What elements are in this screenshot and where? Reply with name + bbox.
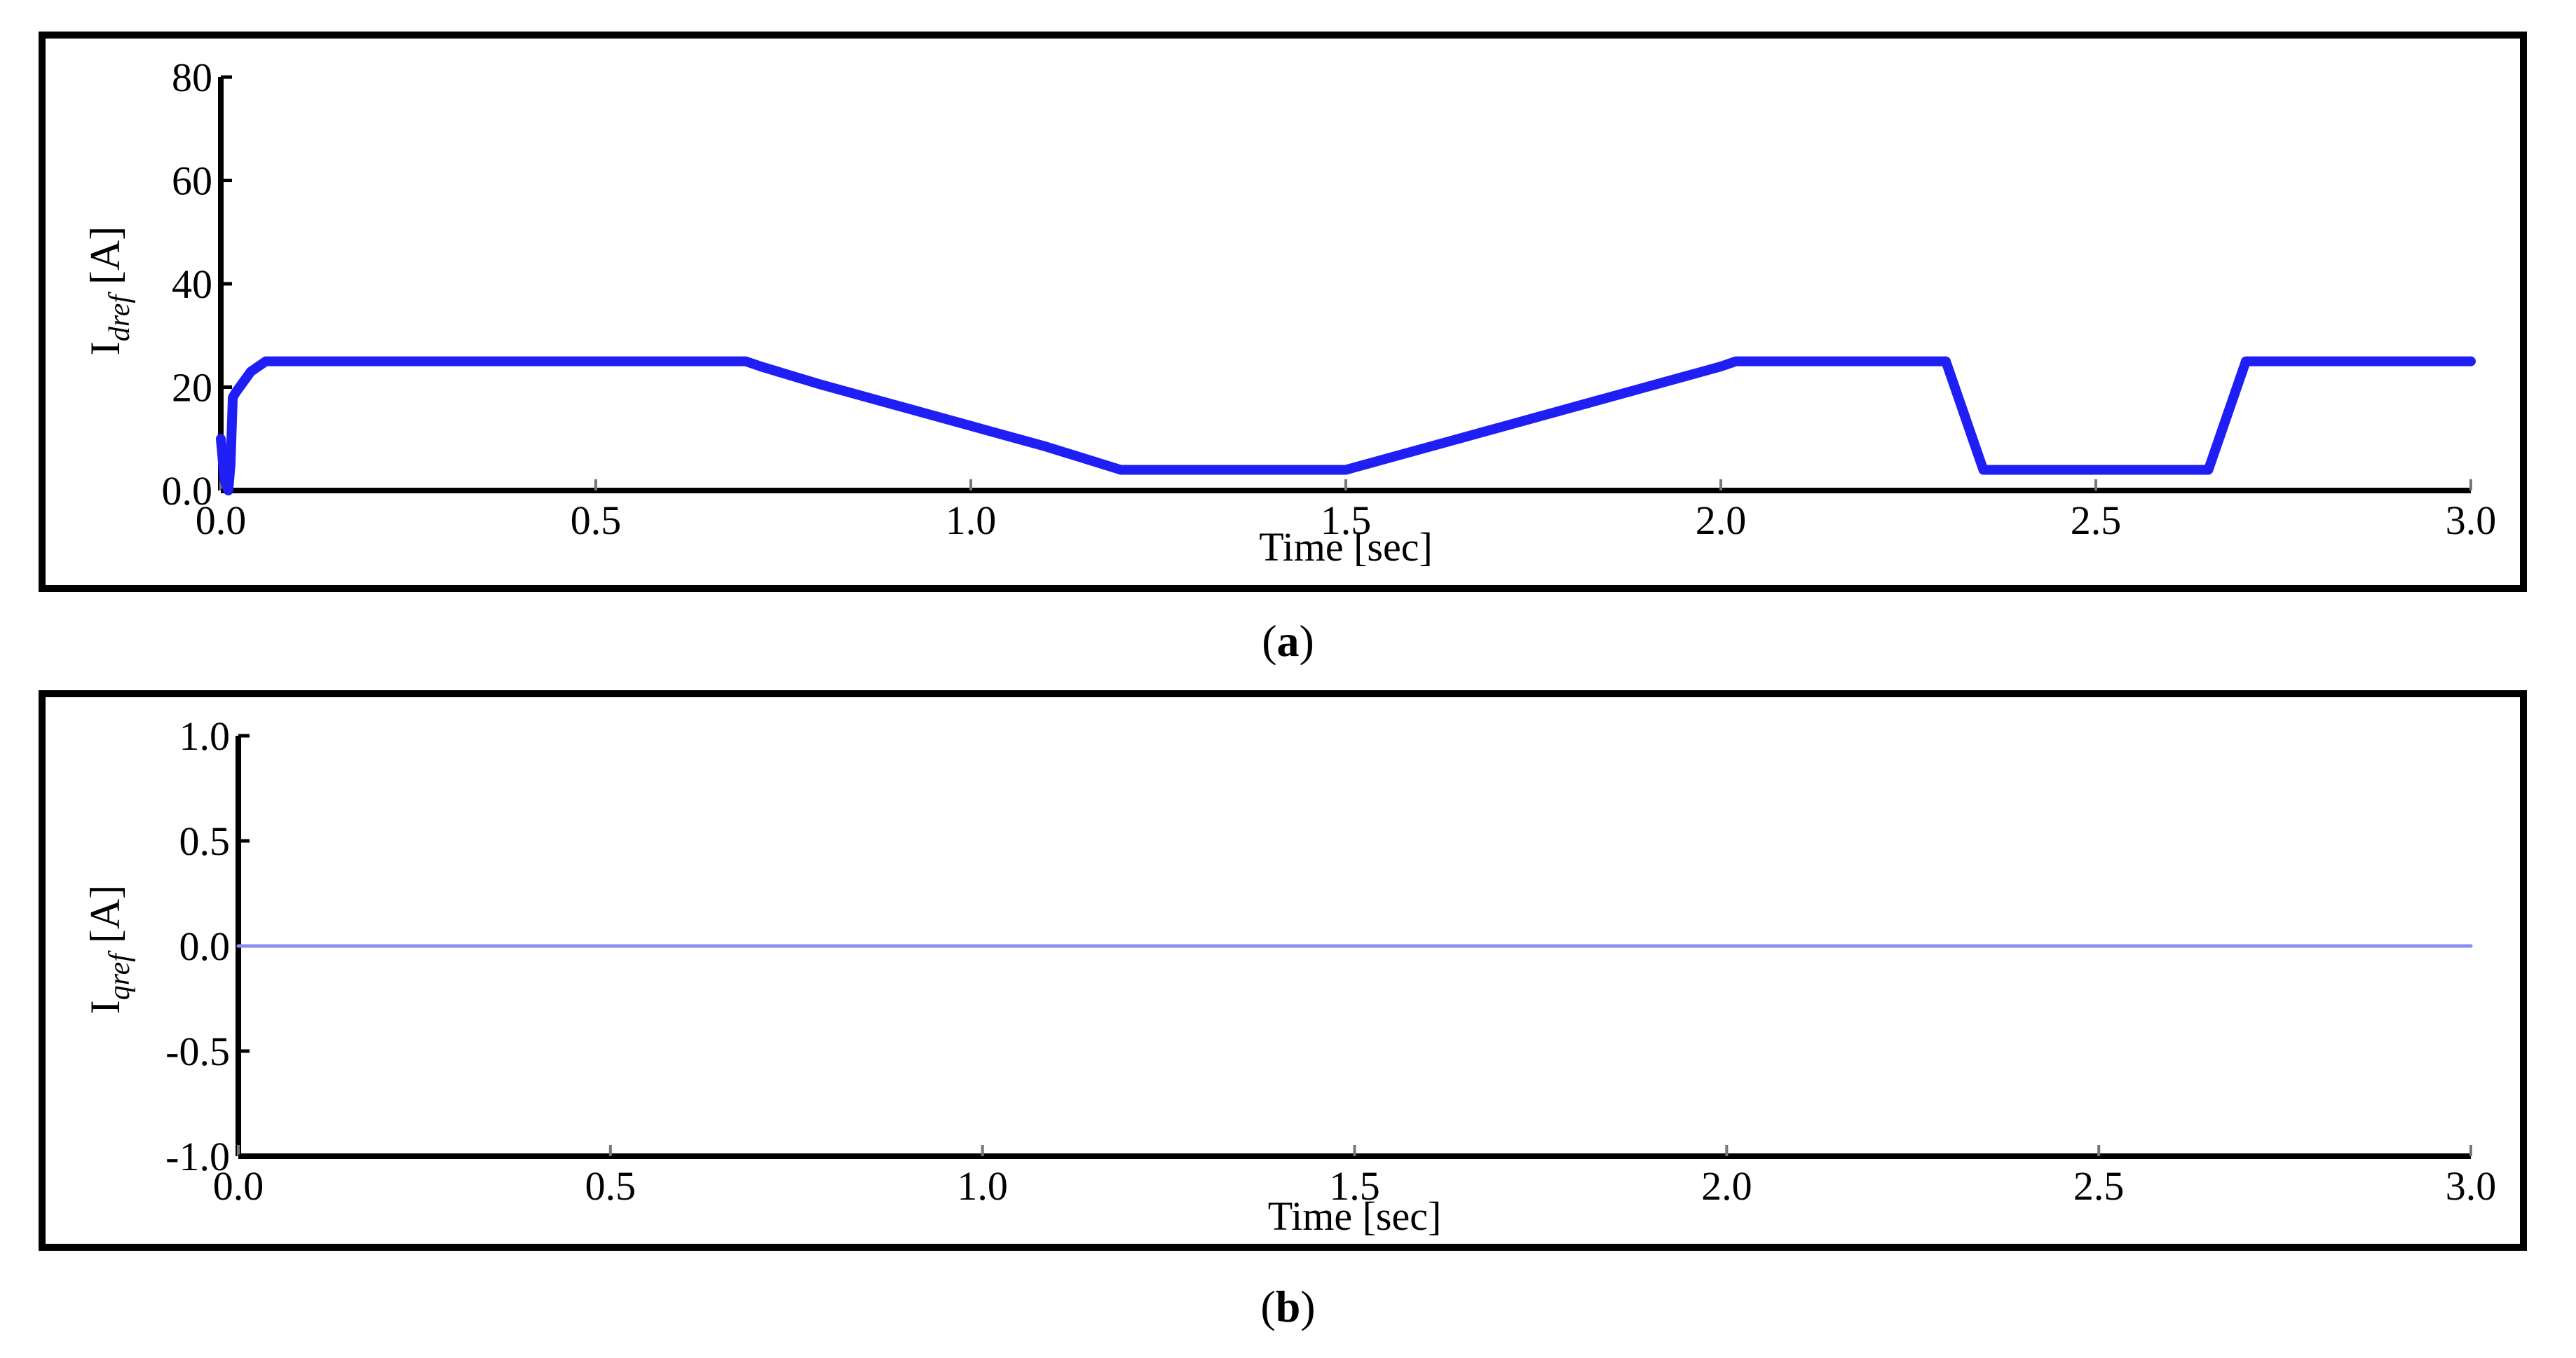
series-a [216, 356, 2476, 495]
y-axis-label-a: Idref [A] [82, 226, 136, 355]
chart-a: 0.0 0.5 1.0 1.5 2.0 2.5 3.0 0.0 20 40 60 80 Time [s… [82, 55, 2497, 570]
y-tick-label: 0.0 [179, 924, 231, 969]
axes-a: 0.0 0.5 1.0 1.5 2.0 2.5 3.0 0.0 20 40 60 80 [162, 55, 2497, 543]
y-tick-label: 80 [172, 55, 212, 100]
x-tick-label: 3.0 [2446, 1163, 2497, 1209]
y-tick-label: 40 [172, 261, 212, 307]
y-tick-label: 1.0 [179, 713, 231, 759]
caption-letter-a: a [1276, 616, 1300, 666]
series-line [216, 356, 2476, 495]
caption-a: (a) [1262, 616, 1314, 666]
y-axis-label-sub-a: dref [104, 292, 136, 341]
x-axis-label-a: Time [sec] [1259, 524, 1433, 570]
y-axis-label-main-b: I [82, 1000, 128, 1014]
x-tick-label: 0.0 [213, 1163, 264, 1209]
chart-panel-a: 0.0 0.5 1.0 1.5 2.0 2.5 3.0 0.0 20 40 60 80 Time [s… [39, 32, 2527, 592]
x-tick-label: 2.5 [2073, 1163, 2125, 1209]
y-axis-label-sub-b: qref [104, 950, 136, 1000]
axes-b: 0.0 0.5 1.0 1.5 2.0 2.5 3.0 -1.0 -0.5 0.0 0.5 1.0 [165, 713, 2496, 1209]
x-tick-label: 1.5 [1329, 1163, 1380, 1209]
x-tick-label: 0.5 [571, 498, 622, 543]
y-tick-label: -1.0 [165, 1134, 230, 1179]
x-tick-label: 0.5 [585, 1163, 636, 1209]
chart-panel-b: 0.0 0.5 1.0 1.5 2.0 2.5 3.0 -1.0 -0.5 0.0 0.5 1.0 T… [39, 690, 2527, 1251]
x-tick-label: 3.0 [2446, 498, 2497, 543]
x-tick-label: 2.5 [2071, 498, 2122, 543]
caption-letter-b: b [1275, 1282, 1301, 1331]
x-tick-label: 2.0 [1701, 1163, 1752, 1209]
x-tick-label: 0.0 [196, 498, 247, 543]
x-axis-label-b: Time [sec] [1268, 1193, 1442, 1239]
y-axis-label-unit-a: [A] [82, 226, 128, 295]
y-tick-label: 20 [172, 365, 212, 411]
x-tick-label: 1.0 [946, 498, 997, 543]
x-tick-label: 1.5 [1321, 498, 1372, 543]
y-axis-label-unit-b: [A] [82, 885, 128, 954]
x-tick-label: 2.0 [1696, 498, 1747, 543]
caption-b: (b) [1260, 1282, 1316, 1331]
y-axis-label-b: Iqref [A] [82, 885, 136, 1014]
y-tick-label: -0.5 [165, 1029, 230, 1074]
x-tick-label: 1.0 [957, 1163, 1008, 1209]
y-axis-label-main-a: I [82, 341, 128, 355]
y-tick-label: 0.5 [179, 818, 231, 864]
y-tick-label: 60 [172, 158, 212, 204]
chart-b: 0.0 0.5 1.0 1.5 2.0 2.5 3.0 -1.0 -0.5 0.0 0.5 1.0 T… [82, 713, 2496, 1239]
y-tick-label: 0.0 [162, 468, 213, 514]
